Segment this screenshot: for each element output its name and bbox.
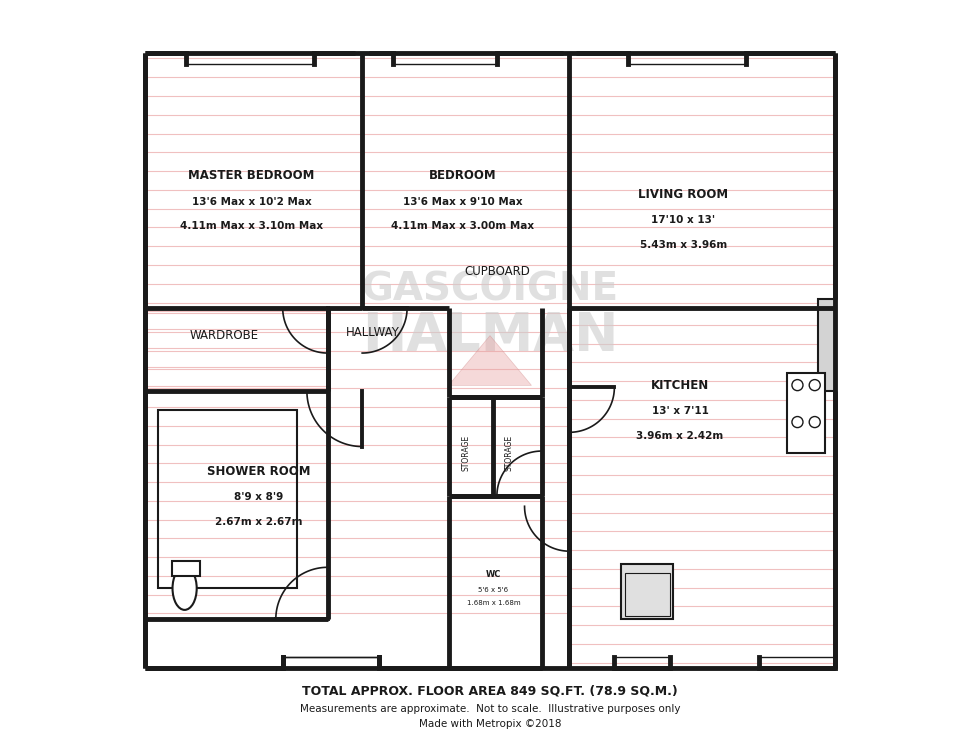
Bar	[787, 372, 825, 453]
Text: Made with Metropix ©2018: Made with Metropix ©2018	[418, 719, 562, 729]
Text: 5'6 x 5'6: 5'6 x 5'6	[478, 587, 509, 593]
Text: STORAGE: STORAGE	[505, 435, 514, 471]
Bar	[159, 410, 297, 588]
Text: Measurements are approximate.  Not to scale.  Illustrative purposes only: Measurements are approximate. Not to sca…	[300, 704, 680, 714]
Text: 4.11m Max x 3.00m Max: 4.11m Max x 3.00m Max	[391, 222, 534, 231]
Text: WARDROBE: WARDROBE	[189, 330, 259, 342]
Text: 13'6 Max x 10'2 Max: 13'6 Max x 10'2 Max	[192, 197, 312, 207]
Text: 8'9 x 8'9: 8'9 x 8'9	[234, 492, 283, 502]
Text: 13'6 Max x 9'10 Max: 13'6 Max x 9'10 Max	[403, 197, 522, 207]
Text: LIVING ROOM: LIVING ROOM	[638, 188, 728, 201]
Bar	[621, 564, 673, 619]
Text: 17'10 x 13': 17'10 x 13'	[652, 215, 715, 225]
Text: GASCOIGNE: GASCOIGNE	[362, 270, 618, 309]
Text: 2.67m x 2.67m: 2.67m x 2.67m	[215, 517, 302, 526]
Text: MASTER BEDROOM: MASTER BEDROOM	[188, 169, 315, 182]
Text: WC: WC	[486, 570, 501, 579]
Bar	[624, 573, 669, 616]
Text: SHOWER ROOM: SHOWER ROOM	[207, 465, 311, 478]
Text: HALMAN: HALMAN	[362, 310, 618, 362]
Text: 1.68m x 1.68m: 1.68m x 1.68m	[466, 600, 520, 606]
Bar	[818, 299, 836, 391]
Text: 5.43m x 3.96m: 5.43m x 3.96m	[640, 240, 727, 249]
Bar	[172, 560, 200, 576]
Text: 4.11m Max x 3.10m Max: 4.11m Max x 3.10m Max	[180, 222, 323, 231]
Text: TOTAL APPROX. FLOOR AREA 849 SQ.FT. (78.9 SQ.M.): TOTAL APPROX. FLOOR AREA 849 SQ.FT. (78.…	[302, 684, 678, 697]
Text: STORAGE: STORAGE	[462, 435, 470, 471]
Text: HALLWAY: HALLWAY	[346, 326, 400, 339]
Text: 13' x 7'11: 13' x 7'11	[652, 406, 709, 416]
Ellipse shape	[172, 567, 197, 610]
Text: 3.96m x 2.42m: 3.96m x 2.42m	[636, 430, 723, 441]
Text: BEDROOM: BEDROOM	[428, 169, 496, 182]
Text: CUPBOARD: CUPBOARD	[464, 264, 530, 278]
Polygon shape	[449, 336, 531, 385]
Text: KITCHEN: KITCHEN	[651, 379, 710, 391]
